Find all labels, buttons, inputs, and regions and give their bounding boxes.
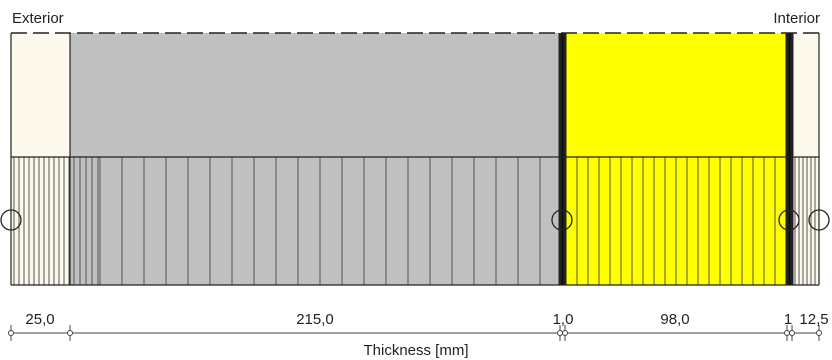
thickness-label-5: 1 — [784, 311, 792, 328]
dimension-node — [562, 330, 568, 336]
dimension-node — [816, 330, 822, 336]
marker-exterior — [0, 209, 22, 231]
thickness-label-1: 25,0 — [25, 311, 54, 328]
thickness-label-3: 1,0 — [553, 311, 574, 328]
layer-grid — [13, 157, 816, 285]
layer-fill-2 — [70, 33, 560, 285]
thickness-label-4: 98,0 — [660, 311, 689, 328]
axis-title: Thickness [mm] — [363, 342, 468, 359]
dimension-node — [67, 330, 73, 336]
dimension-node — [8, 330, 14, 336]
marker-interior — [808, 209, 830, 231]
interior-label: Interior — [773, 10, 820, 27]
exterior-label: Exterior — [12, 10, 64, 27]
dimension-axis: 25,0 215,0 1,0 98,0 1 12,5 — [8, 311, 829, 341]
layer-markers — [0, 209, 830, 231]
marker-2 — [778, 209, 800, 231]
layer-fill-1 — [11, 33, 70, 285]
thickness-label-6: 12,5 — [799, 311, 828, 328]
layer-borders — [10, 32, 820, 286]
layer-fill-5 — [787, 33, 792, 285]
thickness-label-2: 215,0 — [296, 311, 334, 328]
layer-fill-3 — [560, 33, 565, 285]
marker-1 — [551, 209, 573, 231]
dimension-node — [557, 330, 563, 336]
dimension-node — [784, 330, 790, 336]
dimension-node — [789, 330, 795, 336]
